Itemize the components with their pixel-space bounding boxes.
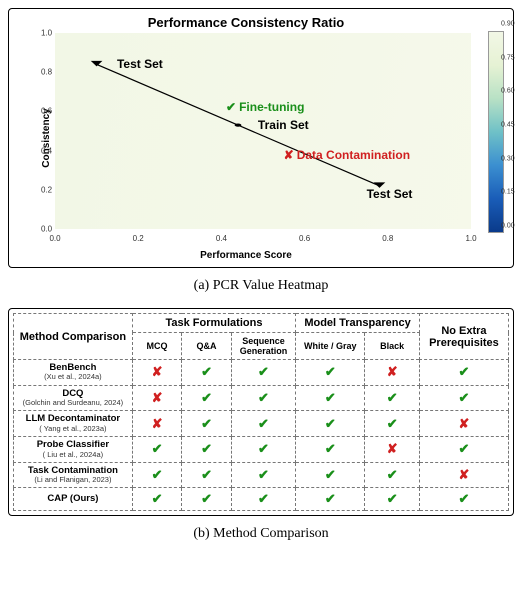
- method-name-cell: Probe Classifier( Liu et al., 2024a): [14, 437, 133, 463]
- colorbar-tick-label: 0.90: [501, 21, 515, 28]
- x-tick-label: 0.0: [49, 234, 60, 243]
- mark-cell: ✘: [365, 360, 419, 386]
- mark-cell: ✔: [182, 385, 232, 411]
- col-seq: Sequence Generation: [231, 333, 295, 360]
- colorbar-tick-label: 0.45: [501, 122, 515, 129]
- colgroup-task: Task Formulations: [132, 314, 295, 333]
- mark-cell: ✔: [182, 411, 232, 437]
- table-row: LLM Decontaminator( Yang et al., 2023a)✘…: [14, 411, 509, 437]
- mark-cell: ✔: [296, 385, 365, 411]
- method-name-cell: LLM Decontaminator( Yang et al., 2023a): [14, 411, 133, 437]
- heatmap-plot-area: Performance Consistency Ratio Consistenc…: [13, 13, 479, 263]
- mark-cell: ✔: [231, 488, 295, 511]
- col-mcq: MCQ: [132, 333, 182, 360]
- colorbar-tick-label: 0.30: [501, 155, 515, 162]
- colorbar-gradient: [488, 31, 504, 233]
- mark-cell: ✘: [132, 385, 182, 411]
- mark-cell: ✔: [132, 488, 182, 511]
- method-comparison-panel: Method Comparison Task Formulations Mode…: [8, 308, 514, 516]
- y-tick-label: 0.6: [41, 107, 52, 116]
- mark-cell: ✔: [419, 385, 508, 411]
- y-tick-label: 0.4: [41, 146, 52, 155]
- mark-cell: ✘: [132, 411, 182, 437]
- mark-cell: ✔: [419, 437, 508, 463]
- mark-cell: ✘: [132, 360, 182, 386]
- method-name-cell: DCQ(Golchin and Surdeanu, 2024): [14, 385, 133, 411]
- table-row: Task Contamination(Li and Flanigan, 2023…: [14, 462, 509, 488]
- x-tick-label: 0.4: [216, 234, 227, 243]
- mark-cell: ✔: [182, 488, 232, 511]
- mark-cell: ✘: [419, 411, 508, 437]
- comparison-caption: (b) Method Comparison: [8, 526, 514, 542]
- col-prereq: No Extra Prerequisites: [419, 314, 508, 360]
- y-tick-label: 0.8: [41, 68, 52, 77]
- method-comparison-table: Method Comparison Task Formulations Mode…: [13, 313, 509, 511]
- mark-cell: ✔: [132, 462, 182, 488]
- x-tick-label: 1.0: [465, 234, 476, 243]
- mark-cell: ✔: [365, 462, 419, 488]
- colorbar-tick-label: 0.75: [501, 54, 515, 61]
- mark-cell: ✔: [296, 488, 365, 511]
- mark-cell: ✔: [182, 360, 232, 386]
- x-tick-label: 0.8: [382, 234, 393, 243]
- mark-cell: ✘: [365, 437, 419, 463]
- colorbar-tick-label: 0.00: [501, 223, 515, 230]
- mark-cell: ✔: [365, 411, 419, 437]
- mark-cell: ✔: [419, 360, 508, 386]
- heatmap-title: Performance Consistency Ratio: [148, 15, 345, 30]
- mark-cell: ✔: [296, 411, 365, 437]
- y-tick-label: 0.0: [41, 225, 52, 234]
- mark-cell: ✘: [419, 462, 508, 488]
- mark-cell: ✔: [296, 360, 365, 386]
- table-row: CAP (Ours)✔✔✔✔✔✔: [14, 488, 509, 511]
- method-name-cell: CAP (Ours): [14, 488, 133, 511]
- y-tick-label: 0.2: [41, 185, 52, 194]
- mark-cell: ✔: [365, 385, 419, 411]
- mark-cell: ✔: [365, 488, 419, 511]
- heatmap-canvas: Test Set✔Fine-tuningTrain Set✘Data Conta…: [55, 33, 471, 229]
- col-white: White / Gray: [296, 333, 365, 360]
- table-row: Probe Classifier( Liu et al., 2024a)✔✔✔✔…: [14, 437, 509, 463]
- pcr-heatmap-panel: Performance Consistency Ratio Consistenc…: [8, 8, 514, 268]
- colgroup-transparency: Model Transparency: [296, 314, 420, 333]
- method-name-cell: BenBench(Xu et al., 2024a): [14, 360, 133, 386]
- table-row: DCQ(Golchin and Surdeanu, 2024)✘✔✔✔✔✔: [14, 385, 509, 411]
- colorbar-tick-label: 0.60: [501, 88, 515, 95]
- heatmap-xlabel: Performance Score: [200, 250, 292, 261]
- mark-cell: ✔: [182, 462, 232, 488]
- method-name-cell: Task Contamination(Li and Flanigan, 2023…: [14, 462, 133, 488]
- mark-cell: ✔: [132, 437, 182, 463]
- mark-cell: ✔: [231, 462, 295, 488]
- col-method: Method Comparison: [14, 314, 133, 360]
- heatmap-caption: (a) PCR Value Heatmap: [8, 278, 514, 294]
- y-tick-label: 1.0: [41, 29, 52, 38]
- mark-cell: ✔: [231, 437, 295, 463]
- mark-cell: ✔: [231, 360, 295, 386]
- mark-cell: ✔: [182, 437, 232, 463]
- x-tick-label: 0.6: [299, 234, 310, 243]
- mark-cell: ✔: [419, 488, 508, 511]
- mark-cell: ✔: [296, 462, 365, 488]
- mark-cell: ✔: [296, 437, 365, 463]
- x-tick-label: 0.2: [133, 234, 144, 243]
- colorbar-tick-label: 0.15: [501, 189, 515, 196]
- col-black: Black: [365, 333, 419, 360]
- mark-cell: ✔: [231, 411, 295, 437]
- heatmap-ylabel: Consistency: [41, 108, 52, 167]
- mark-cell: ✔: [231, 385, 295, 411]
- table-row: BenBench(Xu et al., 2024a)✘✔✔✔✘✔: [14, 360, 509, 386]
- col-qa: Q&A: [182, 333, 232, 360]
- table-header-row-1: Method Comparison Task Formulations Mode…: [14, 314, 509, 333]
- colorbar: 0.000.150.300.450.600.750.90: [483, 13, 509, 263]
